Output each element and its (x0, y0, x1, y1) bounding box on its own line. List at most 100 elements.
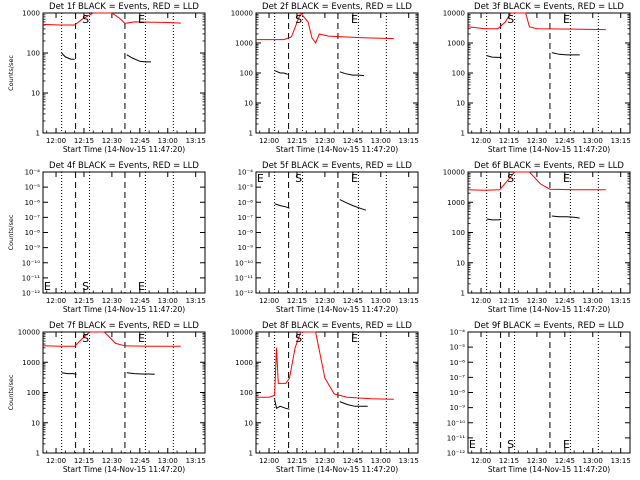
x-tick-label: 12:15 (74, 457, 94, 465)
chart-title: Det 3f BLACK = Events, RED = LLD (474, 2, 624, 12)
x-tick-label: 13:15 (399, 457, 419, 465)
marker-s: S (507, 438, 514, 451)
y-tick-label: 10 (456, 100, 465, 108)
series-lld-line (42, 331, 181, 347)
x-axis-label: Start Time (14-Nov-15 11:47:20) (488, 465, 610, 474)
y-tick-label: 10⁻⁸ (25, 229, 41, 237)
x-tick-label: 12:45 (130, 137, 150, 145)
x-tick-label: 12:15 (74, 297, 94, 305)
x-axis-label: Start Time (14-Nov-15 11:47:20) (276, 465, 398, 474)
y-tick-label: 1000 (22, 359, 40, 367)
y-tick-label: 10⁻⁴ (238, 169, 254, 177)
y-tick-label: 1 (461, 290, 465, 298)
y-tick-label: 10⁻⁶ (25, 199, 41, 207)
plot-frame (255, 331, 419, 454)
y-tick-label: 100 (240, 389, 253, 397)
x-tick-label: 12:00 (259, 137, 279, 145)
panel-6: Det 6f BLACK = Events, RED = LLD 1 10 100 10… (443, 161, 631, 314)
panel-8: Det 8f BLACK = Events, RED = LLD 1 10 100 10… (231, 321, 419, 474)
y-tick-label: 10000 (443, 169, 465, 177)
x-tick-label: 13:00 (158, 137, 178, 145)
panel-1: Det 1f BLACK = Events, RED = LLD Counts/s… (7, 2, 206, 154)
chart-title: Det 4f BLACK = Events, RED = LLD (49, 161, 199, 171)
x-tick-label: 13:00 (583, 457, 603, 465)
x-tick-label: 12:00 (471, 137, 491, 145)
y-tick-label: 10⁻¹⁰ (22, 259, 40, 267)
plot-frame (42, 331, 206, 454)
plot-frame (255, 171, 419, 294)
chart-title: Det 6f BLACK = Events, RED = LLD (474, 161, 624, 171)
y-tick-label: 100 (452, 229, 465, 237)
x-tick-label: 13:15 (186, 457, 206, 465)
chart-title: Det 1f BLACK = Events, RED = LLD (49, 2, 199, 12)
marker-e: E (138, 280, 145, 293)
x-tick-label: 13:15 (186, 137, 206, 145)
y-axis-label: Counts/sec (7, 55, 15, 91)
series-events-line (551, 52, 580, 56)
y-tick-label: 1000 (447, 199, 465, 207)
marker-e: E (138, 332, 145, 345)
series-events-line (339, 199, 367, 211)
series-lld-line (467, 171, 606, 191)
x-tick-label: 12:45 (343, 297, 363, 305)
y-tick-label: 1 (461, 130, 465, 138)
panel-7: Det 7f BLACK = Events, RED = LLD Counts/s… (7, 321, 206, 474)
y-tick-label: 1000 (22, 10, 40, 18)
y-tick-label: 10000 (18, 329, 40, 337)
y-tick-label: 10⁻⁵ (450, 344, 466, 352)
y-tick-label: 10000 (443, 10, 465, 18)
y-tick-label: 10⁻¹¹ (22, 274, 40, 282)
y-tick-label: 1 (249, 450, 253, 458)
y-tick-label: 1000 (235, 40, 253, 48)
y-tick-label: 100 (27, 50, 40, 58)
x-tick-label: 13:00 (158, 297, 178, 305)
x-tick-label: 13:00 (158, 457, 178, 465)
x-tick-label: 12:45 (130, 457, 150, 465)
series-events-line (339, 71, 365, 77)
y-tick-label: 100 (240, 70, 253, 78)
x-tick-label: 12:15 (499, 457, 519, 465)
series-events-line (61, 372, 77, 375)
marker-e: E (44, 280, 51, 293)
panel-2: Det 2f BLACK = Events, RED = LLD 1 10 100 10… (231, 2, 419, 154)
x-tick-label: 12:45 (130, 297, 150, 305)
y-tick-label: 10⁻⁵ (238, 184, 254, 192)
y-tick-label: 10⁻¹¹ (235, 274, 253, 282)
series-events-line (486, 218, 502, 221)
panel-9: Det 9f BLACK = Events, RED = LLD 10⁻¹² 10⁻… (447, 321, 631, 474)
x-tick-label: 12:00 (471, 457, 491, 465)
marker-s: S (507, 172, 514, 185)
x-tick-label: 12:30 (102, 297, 122, 305)
x-tick-label: 13:15 (611, 297, 631, 305)
x-tick-label: 12:30 (527, 457, 547, 465)
y-tick-label: 10⁻⁹ (450, 404, 466, 412)
y-tick-label: 1 (249, 130, 253, 138)
x-tick-label: 12:00 (46, 297, 66, 305)
series-events-line (61, 52, 75, 60)
marker-s: S (82, 332, 89, 345)
x-tick-label: 13:00 (371, 297, 391, 305)
series-lld-line (256, 331, 394, 400)
x-tick-label: 12:45 (555, 457, 575, 465)
marker-s: S (82, 280, 89, 293)
y-axis-label: Counts/sec (7, 214, 15, 250)
y-tick-label: 10⁻⁶ (450, 359, 466, 367)
marker-s: S (295, 172, 302, 185)
x-tick-label: 12:45 (343, 457, 363, 465)
x-axis-label: Start Time (14-Nov-15 11:47:20) (276, 145, 398, 154)
y-tick-label: 10⁻⁸ (238, 229, 254, 237)
x-tick-label: 12:30 (102, 137, 122, 145)
panel-3: Det 3f BLACK = Events, RED = LLD 1 10 100 10… (443, 2, 631, 154)
x-tick-label: 13:15 (611, 457, 631, 465)
y-tick-label: 10⁻¹⁰ (447, 419, 465, 427)
x-tick-label: 12:30 (315, 297, 335, 305)
plot-frame (467, 12, 631, 134)
x-tick-label: 13:15 (186, 297, 206, 305)
y-axis-label: Counts/sec (7, 374, 15, 410)
x-axis-label: Start Time (14-Nov-15 11:47:20) (63, 145, 185, 154)
series-events-line (274, 399, 290, 410)
marker-e: E (138, 13, 145, 26)
x-axis-label: Start Time (14-Nov-15 11:47:20) (488, 145, 610, 154)
marker-e: E (563, 438, 570, 451)
